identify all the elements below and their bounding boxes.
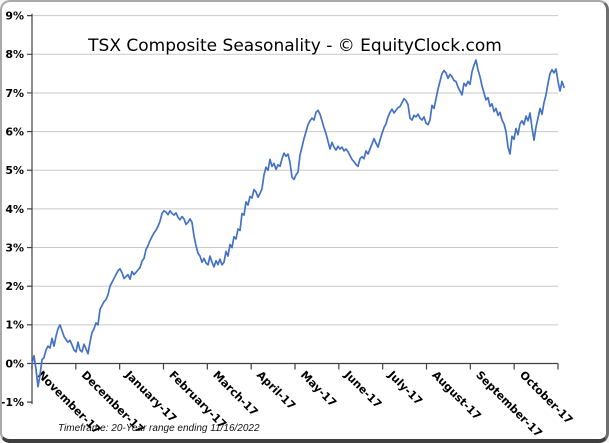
y-axis-label: 5% — [5, 164, 24, 177]
y-axis-label: -1% — [2, 396, 24, 409]
x-axis-label: April-17 — [254, 368, 298, 412]
series-line — [31, 59, 565, 388]
chart-title: TSX Composite Seasonality - © EquityCloc… — [88, 36, 502, 56]
y-axis-label: 3% — [5, 241, 24, 254]
x-axis-label: May-17 — [298, 368, 339, 409]
y-axis-label: 2% — [5, 280, 24, 293]
y-axis-label: 4% — [5, 203, 24, 216]
y-axis-label: 7% — [5, 87, 24, 100]
y-axis-label: 8% — [5, 48, 24, 61]
timeframe-note: Timeframe: 20-Year range ending 11/16/20… — [58, 423, 260, 434]
x-axis-label: June-17 — [341, 368, 384, 411]
y-axis-label: 0% — [5, 357, 24, 370]
y-axis-label: 6% — [5, 125, 24, 138]
y-axis-label: 9% — [5, 10, 24, 23]
y-axis-label: 1% — [5, 319, 24, 332]
x-axis-label: July-17 — [385, 368, 425, 408]
